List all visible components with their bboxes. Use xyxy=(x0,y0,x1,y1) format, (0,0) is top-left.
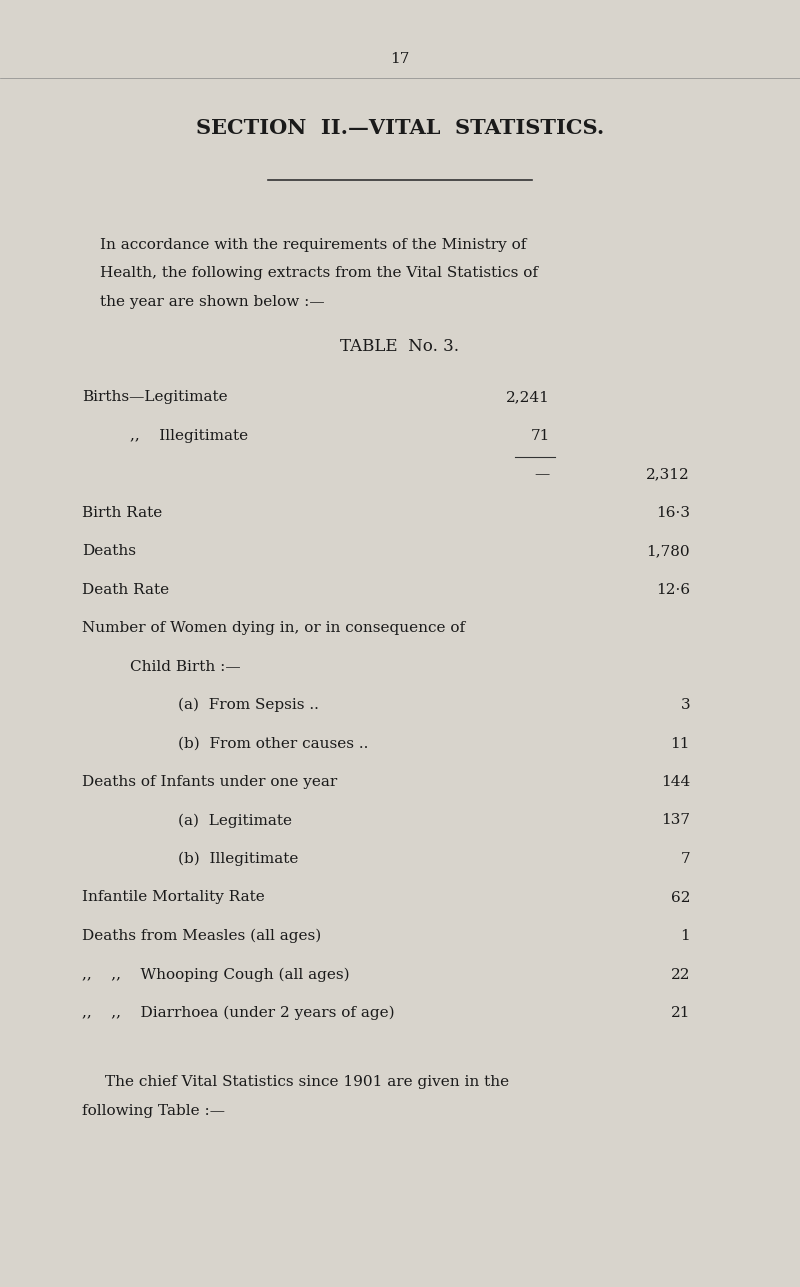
Text: 1,780: 1,780 xyxy=(646,544,690,559)
Text: 11: 11 xyxy=(670,736,690,750)
Text: (a)  From Sepsis ..: (a) From Sepsis .. xyxy=(178,698,319,713)
Text: (b)  Illegitimate: (b) Illegitimate xyxy=(178,852,298,866)
Text: ,,    Illegitimate: ,, Illegitimate xyxy=(130,429,248,443)
Text: Deaths: Deaths xyxy=(82,544,136,559)
Text: 22: 22 xyxy=(670,968,690,982)
Text: 71: 71 xyxy=(530,429,550,443)
Text: TABLE  No. 3.: TABLE No. 3. xyxy=(341,338,459,355)
Text: the year are shown below :—: the year are shown below :— xyxy=(100,295,325,309)
Text: Deaths from Measles (all ages): Deaths from Measles (all ages) xyxy=(82,929,322,943)
Text: Birth Rate: Birth Rate xyxy=(82,506,162,520)
Text: 2,241: 2,241 xyxy=(506,390,550,404)
Text: Number of Women dying in, or in consequence of: Number of Women dying in, or in conseque… xyxy=(82,622,465,634)
Text: 16·3: 16·3 xyxy=(656,506,690,520)
Text: In accordance with the requirements of the Ministry of: In accordance with the requirements of t… xyxy=(100,238,526,252)
Text: —: — xyxy=(534,467,550,481)
Text: 17: 17 xyxy=(390,51,410,66)
Text: The chief Vital Statistics since 1901 are given in the: The chief Vital Statistics since 1901 ar… xyxy=(105,1075,509,1089)
Text: ,,    ,,    Diarrhoea (under 2 years of age): ,, ,, Diarrhoea (under 2 years of age) xyxy=(82,1006,394,1021)
Text: Child Birth :—: Child Birth :— xyxy=(130,659,241,673)
Text: 62: 62 xyxy=(670,891,690,905)
Text: 3: 3 xyxy=(680,698,690,712)
Text: following Table :—: following Table :— xyxy=(82,1104,225,1118)
Text: Births—Legitimate: Births—Legitimate xyxy=(82,390,228,404)
Text: 12·6: 12·6 xyxy=(656,583,690,596)
Text: ,,    ,,    Whooping Cough (all ages): ,, ,, Whooping Cough (all ages) xyxy=(82,968,350,982)
Text: 7: 7 xyxy=(680,852,690,866)
Text: Death Rate: Death Rate xyxy=(82,583,169,596)
Text: 1: 1 xyxy=(680,929,690,943)
Text: 2,312: 2,312 xyxy=(646,467,690,481)
Text: 21: 21 xyxy=(670,1006,690,1021)
Text: (a)  Legitimate: (a) Legitimate xyxy=(178,813,292,828)
Text: Deaths of Infants under one year: Deaths of Infants under one year xyxy=(82,775,338,789)
Text: 144: 144 xyxy=(661,775,690,789)
Text: (b)  From other causes ..: (b) From other causes .. xyxy=(178,736,368,750)
Text: Health, the following extracts from the Vital Statistics of: Health, the following extracts from the … xyxy=(100,266,538,281)
Text: SECTION  II.—VITAL  STATISTICS.: SECTION II.—VITAL STATISTICS. xyxy=(196,118,604,138)
Text: 137: 137 xyxy=(661,813,690,828)
Text: Infantile Mortality Rate: Infantile Mortality Rate xyxy=(82,891,265,905)
